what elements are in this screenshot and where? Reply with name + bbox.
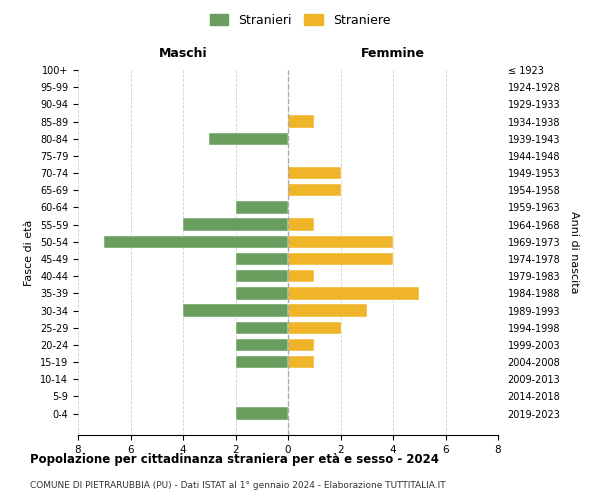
Bar — [288, 167, 341, 179]
Y-axis label: Fasce di età: Fasce di età — [25, 220, 34, 286]
Bar — [288, 116, 314, 128]
Text: Maschi: Maschi — [158, 46, 208, 60]
Bar — [288, 253, 393, 265]
Text: COMUNE DI PIETRARUBBIA (PU) - Dati ISTAT al 1° gennaio 2024 - Elaborazione TUTTI: COMUNE DI PIETRARUBBIA (PU) - Dati ISTAT… — [30, 480, 446, 490]
Bar — [235, 270, 288, 282]
Text: Popolazione per cittadinanza straniera per età e sesso - 2024: Popolazione per cittadinanza straniera p… — [30, 452, 439, 466]
Bar — [235, 253, 288, 265]
Bar — [288, 236, 393, 248]
Bar — [288, 304, 367, 316]
Bar — [288, 184, 341, 196]
Bar — [209, 132, 288, 145]
Y-axis label: Anni di nascita: Anni di nascita — [569, 211, 579, 294]
Bar — [288, 270, 314, 282]
Bar — [235, 322, 288, 334]
Bar — [235, 356, 288, 368]
Bar — [183, 304, 288, 316]
Bar — [235, 287, 288, 300]
Text: Femmine: Femmine — [361, 46, 425, 60]
Bar — [235, 408, 288, 420]
Bar — [288, 356, 314, 368]
Bar — [104, 236, 288, 248]
Bar — [288, 218, 314, 231]
Bar — [235, 202, 288, 213]
Bar — [183, 218, 288, 231]
Bar — [288, 338, 314, 351]
Bar — [235, 338, 288, 351]
Bar — [288, 322, 341, 334]
Bar — [288, 287, 419, 300]
Legend: Stranieri, Straniere: Stranieri, Straniere — [205, 8, 395, 32]
